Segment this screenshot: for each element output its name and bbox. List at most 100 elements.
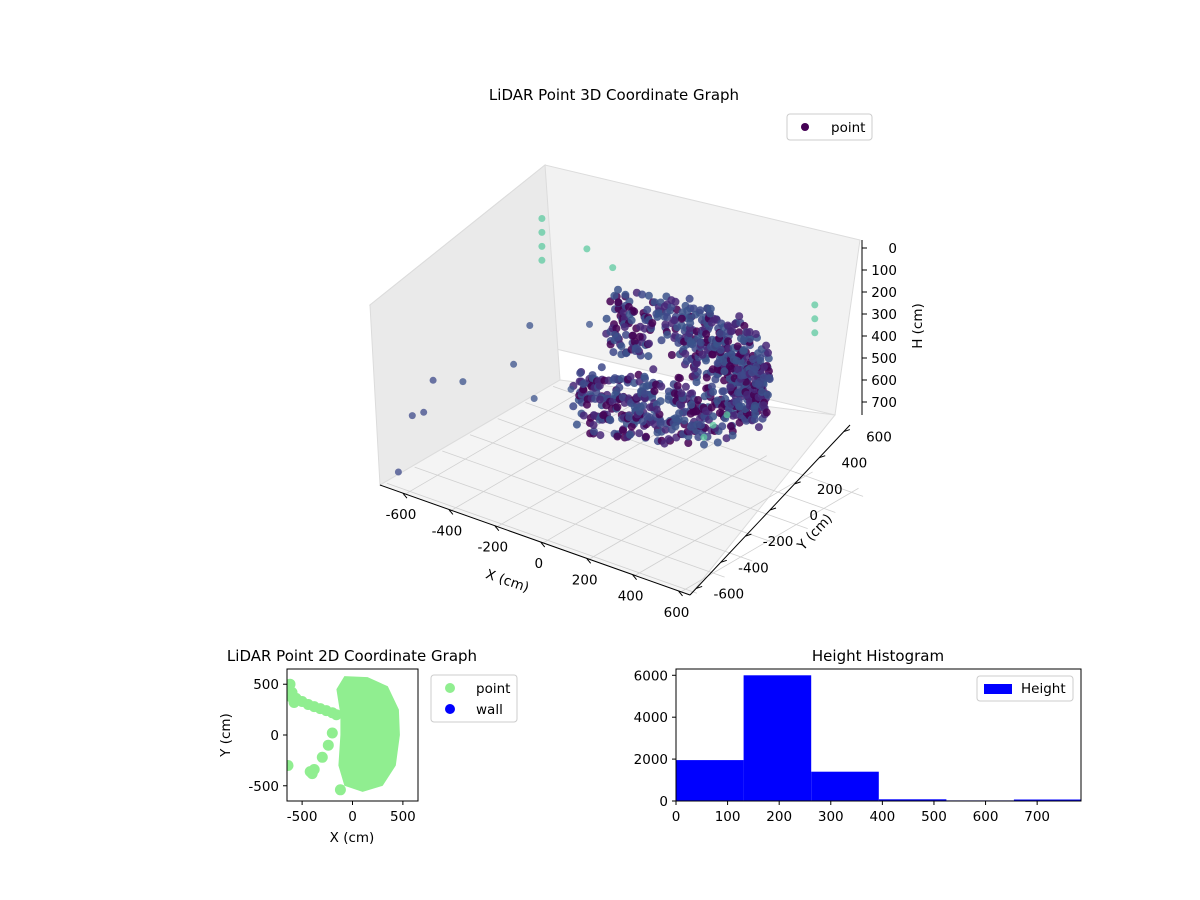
point-3d — [569, 402, 578, 411]
point-3d — [720, 367, 729, 376]
point-3d — [638, 290, 647, 299]
y-tick — [794, 481, 801, 485]
z-tick-label: 500 — [871, 351, 897, 367]
point-3d — [656, 397, 665, 406]
legend-2d-marker-wall — [445, 704, 455, 714]
point-3d — [765, 375, 774, 384]
point-3d — [716, 345, 725, 354]
ticks-2d: -500 0 500 500 0 -500 — [248, 677, 415, 825]
grid-line — [469, 434, 781, 546]
point-3d — [737, 371, 746, 380]
grid-line — [386, 482, 698, 594]
point-3d — [635, 332, 644, 341]
point-3d — [606, 297, 615, 306]
point-3d — [754, 380, 763, 389]
point-3d — [724, 337, 733, 346]
point-3d-outlier — [538, 256, 546, 264]
point-3d — [605, 415, 614, 424]
legend-3d-frame — [786, 113, 873, 141]
point-3d — [700, 440, 708, 449]
point-3d — [746, 334, 755, 343]
point-3d — [670, 316, 679, 325]
histogram-bar — [676, 760, 744, 801]
point-3d — [635, 429, 644, 438]
y-tick-label: -600 — [714, 586, 745, 602]
x-tick — [402, 492, 408, 499]
z-axis-label: H (cm) — [910, 303, 926, 349]
point-3d — [722, 434, 731, 443]
legend-histogram-label: Height — [1021, 681, 1066, 697]
y-tick-label: 0 — [809, 508, 818, 524]
point-3d — [762, 408, 771, 417]
histogram-bar — [1013, 799, 1081, 801]
point-3d — [609, 348, 618, 357]
point-3d — [630, 337, 639, 346]
x-tick-label-hist: 300 — [818, 809, 844, 825]
point-3d — [698, 350, 707, 359]
x-tick-label-hist: 700 — [1024, 809, 1050, 825]
x-tick — [448, 509, 454, 515]
z-tick-label: 300 — [871, 307, 897, 323]
x-tick-label-hist: 200 — [766, 809, 792, 825]
point-3d — [621, 290, 630, 299]
legend-2d-label-point: point — [476, 681, 510, 697]
point-3d — [576, 369, 585, 378]
point-3d — [739, 346, 748, 355]
x-tick-label-hist: 0 — [672, 809, 681, 825]
point-3d-outlier — [429, 376, 437, 384]
y-tick-label: -200 — [763, 534, 794, 550]
point-3d — [602, 314, 611, 323]
x-axis-line — [379, 484, 691, 596]
point-2d — [287, 760, 294, 771]
point-3d-outlier — [811, 329, 819, 337]
point-3d — [733, 342, 742, 351]
point-3d — [677, 314, 686, 323]
point-3d — [674, 415, 683, 424]
point-3d — [610, 291, 619, 300]
legend-3d-marker — [801, 123, 809, 131]
chart-2d: LiDAR Point 2D Coordinate Graph -500 0 500… — [218, 647, 518, 846]
legend-2d-label-wall: wall — [476, 702, 503, 718]
x-tick — [586, 558, 592, 564]
point-3d — [590, 427, 598, 436]
point-2d — [322, 739, 334, 751]
point-3d — [716, 329, 725, 338]
point-3d — [735, 402, 744, 411]
point-3d — [702, 373, 711, 382]
point-3d — [692, 359, 701, 368]
x-tick-label-hist: 500 — [921, 809, 947, 825]
point-3d — [706, 304, 715, 313]
point-3d — [751, 330, 760, 338]
point-3d — [596, 431, 605, 440]
point-3d — [759, 401, 768, 410]
point-2d — [326, 727, 338, 739]
x-tick-label: 200 — [572, 572, 598, 588]
point-3d — [656, 420, 665, 428]
x-tick-label-2d: 0 — [348, 809, 357, 825]
x-axis-label: X (cm) — [484, 566, 531, 596]
y-tick — [695, 585, 703, 589]
point-3d — [707, 403, 716, 412]
point-3d — [595, 381, 604, 390]
point-3d — [728, 326, 737, 335]
y-tick-label-hist: 4000 — [634, 710, 668, 726]
point-2d — [306, 768, 318, 780]
z-tick-label: 700 — [871, 395, 897, 411]
point-3d — [613, 403, 622, 411]
z-tick-label: 100 — [871, 263, 897, 279]
point-3d — [661, 320, 670, 329]
point-3d — [718, 387, 727, 396]
point-3d-outlier — [538, 228, 546, 236]
point-3d — [701, 407, 710, 415]
x-tick-label: 0 — [534, 556, 543, 572]
point-3d — [726, 422, 735, 431]
y-tick — [720, 559, 727, 563]
point-3d — [657, 382, 666, 391]
point-2d — [334, 784, 346, 796]
histogram-bar — [811, 771, 879, 801]
x-tick — [632, 574, 637, 580]
x-tick-label-hist: 400 — [869, 809, 895, 825]
point-3d — [663, 330, 672, 339]
point-3d — [726, 362, 734, 371]
point-3d-outlier — [586, 320, 593, 328]
